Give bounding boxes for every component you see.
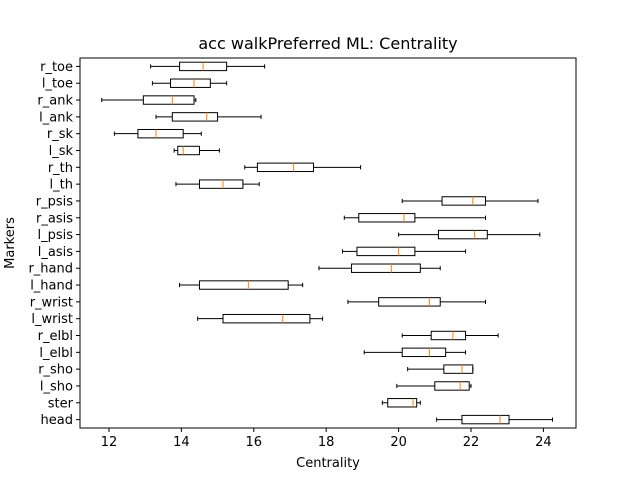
box-iqr	[142, 95, 195, 105]
box-iqr	[378, 297, 441, 307]
plot-area	[101, 61, 553, 425]
box-iqr	[461, 414, 510, 425]
box-l_ank	[155, 112, 262, 122]
box-head	[436, 414, 553, 425]
box-l_toe	[151, 78, 228, 88]
box-iqr	[198, 179, 244, 189]
box-iqr	[441, 196, 486, 206]
x-tick-label: 14	[173, 435, 190, 450]
box-iqr	[256, 162, 315, 173]
box-iqr	[171, 112, 219, 122]
box-iqr	[351, 263, 421, 273]
y-tick-label: head	[41, 413, 73, 428]
y-tick-label: l_ank	[39, 110, 73, 125]
box-iqr	[222, 313, 311, 324]
y-tick-label: ster	[48, 396, 74, 411]
box-iqr	[434, 381, 470, 391]
y-tick-label: l_elbl	[39, 346, 73, 361]
x-tick-label: 20	[390, 435, 407, 450]
y-tick-label: r_elbl	[38, 329, 73, 344]
y-tick-label: r_ank	[37, 94, 73, 109]
y-tick-label: r_sho	[38, 363, 73, 378]
box-ster	[381, 398, 421, 408]
y-tick-label: r_wrist	[30, 295, 73, 310]
box-iqr	[437, 229, 488, 240]
box-l_sho	[396, 381, 472, 391]
y-tick-label: r_psis	[36, 194, 73, 209]
box-iqr	[358, 213, 416, 223]
box-l_wrist	[197, 313, 324, 324]
chart-title: acc walkPreferred ML: Centrality	[198, 34, 457, 53]
x-tick-label: 12	[101, 435, 118, 450]
box-r_sk	[113, 128, 202, 139]
box-l_hand	[179, 280, 304, 290]
x-tick-label: 16	[246, 435, 263, 450]
box-r_wrist	[347, 297, 486, 307]
x-tick-label: 18	[318, 435, 335, 450]
x-tick-label: 22	[463, 435, 480, 450]
box-r_hand	[318, 263, 441, 273]
box-iqr	[177, 145, 200, 156]
box-r_sho	[407, 364, 474, 374]
box-l_psis	[398, 229, 541, 240]
box-iqr	[170, 78, 211, 88]
box-iqr	[430, 330, 467, 341]
y-tick-label: l_hand	[30, 279, 73, 294]
box-r_psis	[401, 196, 539, 206]
x-axis: 12 14 16 18 20 22 24	[101, 428, 552, 450]
box-iqr	[443, 364, 474, 374]
box-r_ank	[101, 95, 197, 105]
y-tick-label: l_sho	[40, 379, 73, 394]
plot-frame	[79, 57, 577, 429]
x-tick-label: 24	[535, 435, 552, 450]
box-iqr	[137, 128, 184, 139]
y-tick-label: l_asis	[38, 245, 73, 260]
y-tick-label: l_wrist	[31, 312, 73, 327]
y-tick-label: r_th	[48, 161, 73, 176]
y-tick-label: r_toe	[40, 60, 73, 75]
box-r_asis	[343, 213, 486, 223]
box-l_sk	[173, 145, 220, 156]
y-axis-label: Markers	[3, 217, 18, 269]
box-iqr	[401, 347, 447, 358]
box-r_toe	[150, 61, 266, 72]
box-r_elbl	[401, 330, 499, 341]
y-tick-label: r_asis	[36, 211, 73, 226]
box-l_elbl	[363, 347, 467, 358]
y-tick-label: l_toe	[42, 77, 73, 92]
y-tick-label: l_sk	[49, 144, 74, 159]
box-l_asis	[341, 246, 467, 257]
box-l_th	[175, 179, 260, 189]
y-tick-label: l_psis	[37, 228, 73, 243]
y-tick-label: l_th	[50, 178, 73, 193]
y-tick-label: r_sk	[47, 127, 74, 142]
y-tick-label: r_hand	[28, 262, 73, 277]
box-iqr	[198, 280, 289, 290]
box-iqr	[387, 398, 418, 408]
box-iqr	[356, 246, 416, 257]
x-axis-label: Centrality	[296, 456, 360, 471]
box-r_th	[244, 162, 362, 173]
